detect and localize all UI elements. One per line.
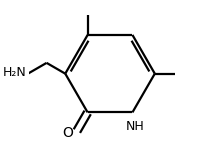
Text: H₂N: H₂N bbox=[3, 66, 26, 79]
Text: O: O bbox=[62, 126, 73, 140]
Text: NH: NH bbox=[126, 120, 144, 133]
